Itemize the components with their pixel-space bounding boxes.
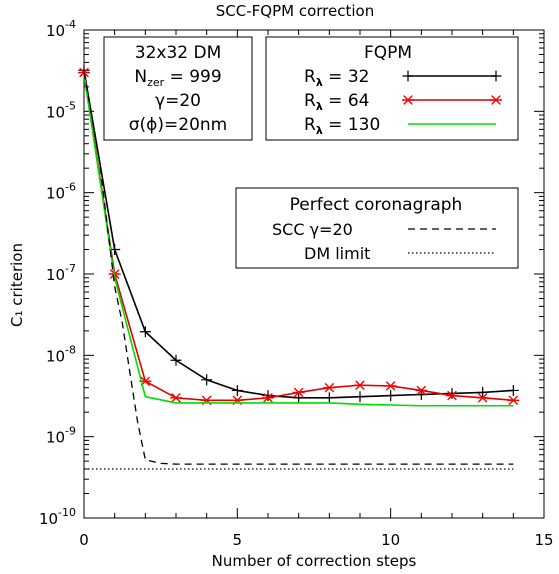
legend-perfect-label: DM limit	[304, 244, 370, 263]
x-tick-label: 15	[534, 531, 553, 549]
marker-asterisk	[78, 67, 90, 78]
info-gamma: γ=20	[155, 91, 201, 111]
y-tick-label: 10-10	[39, 506, 76, 528]
chart-title: SCC-FQPM correction	[216, 2, 374, 20]
marker-plus	[490, 70, 502, 82]
y-tick-label: 10-7	[46, 262, 76, 284]
legend-perfect-entries: SCC γ=20 DM limit	[272, 220, 496, 263]
legend-perfect-frame	[235, 187, 519, 269]
info-nzer: Nzer = 999	[134, 67, 221, 89]
marker-plus	[323, 392, 335, 404]
marker-plus	[507, 384, 519, 396]
legend-fqpm-title: FQPM	[364, 43, 412, 63]
y-axis-label: C₁ criterion	[8, 243, 26, 327]
marker-plus	[477, 386, 489, 398]
x-axis-label: Number of correction steps	[212, 552, 417, 570]
x-tick-label: 10	[381, 531, 400, 549]
marker-asterisk	[402, 95, 414, 105]
y-tick-label: 10-8	[46, 343, 76, 365]
ticks: 0 5 10 15 10-10 10-9 10-8 10-7 10-6 10-5 10-4	[39, 18, 554, 549]
marker-asterisk	[490, 95, 502, 105]
y-tick-label: 10-9	[46, 425, 76, 447]
marker-plus	[139, 326, 151, 338]
legend-fqpm-label: Rλ = 64	[304, 91, 369, 113]
marker-asterisk	[170, 393, 182, 403]
series-layer	[78, 64, 520, 470]
marker-plus	[231, 384, 243, 396]
marker-plus	[293, 392, 305, 404]
marker-plus	[402, 70, 414, 82]
info-dm: 32x32 DM	[135, 43, 222, 63]
x-tick-label: 5	[233, 531, 243, 549]
marker-plus	[446, 387, 458, 399]
series-r-130	[83, 74, 514, 407]
marker-asterisk	[292, 387, 305, 398]
info-box: 32x32 DM Nzer = 999 γ=20 σ(ϕ)=20nm	[103, 36, 253, 141]
marker-plus	[170, 354, 182, 366]
series-line	[83, 72, 514, 465]
legend-fqpm-label: Rλ = 130	[304, 115, 380, 137]
marker-asterisk	[384, 381, 397, 391]
marker-plus	[385, 390, 397, 402]
legend-perfect-title: Perfect coronagraph	[290, 195, 463, 215]
plot-area: 0 5 10 15 10-10 10-9 10-8 10-7 10-6 10-5 10-4	[39, 18, 554, 549]
legend-fqpm-label: Rλ = 32	[304, 67, 369, 89]
x-tick-label: 0	[79, 531, 89, 549]
y-tick-label: 10-4	[46, 18, 76, 40]
series-r-64	[78, 67, 520, 406]
marker-asterisk	[354, 380, 366, 390]
marker-asterisk	[323, 382, 336, 393]
series-scc-20	[83, 72, 514, 465]
legend-perfect-label: SCC γ=20	[272, 220, 353, 239]
marker-asterisk	[446, 390, 458, 401]
series-line	[83, 74, 514, 407]
legend-fqpm-frame	[265, 36, 519, 141]
marker-asterisk	[476, 393, 489, 403]
marker-plus	[262, 390, 274, 402]
y-tick-label: 10-6	[46, 181, 76, 203]
marker-plus	[354, 391, 366, 403]
legend-perfect: Perfect coronagraph SCC γ=20 DM limit	[235, 187, 519, 269]
marker-asterisk	[507, 395, 520, 406]
marker-asterisk	[262, 393, 274, 403]
info-sigma: σ(ϕ)=20nm	[129, 115, 227, 135]
marker-plus	[201, 374, 213, 386]
y-tick-label: 10-5	[46, 99, 76, 121]
marker-asterisk	[415, 385, 428, 396]
info-box-frame	[103, 36, 253, 141]
